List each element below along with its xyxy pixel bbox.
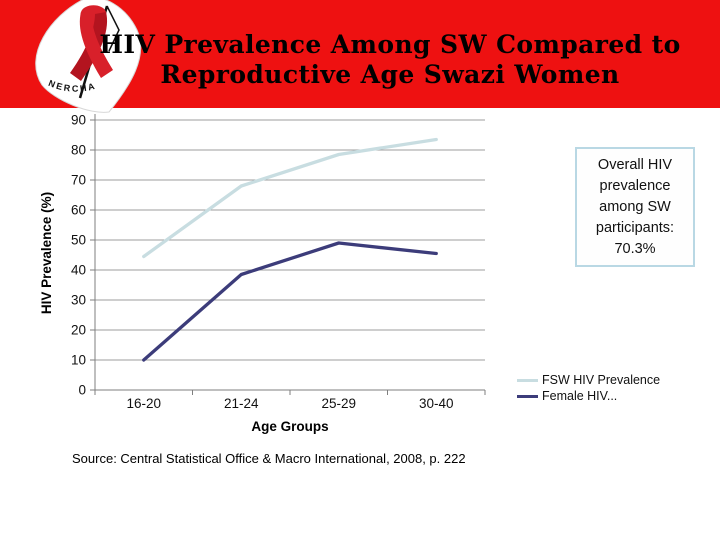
- y-tick-label: 30: [71, 293, 86, 308]
- slide-title-line2: Reproductive Age Swazi Women: [160, 60, 620, 89]
- legend-item: FSW HIV Prevalence: [517, 372, 660, 388]
- series-line-1: [142, 241, 438, 362]
- slide-title-line1: HIV Prevalence Among SW Compared to: [99, 30, 681, 59]
- y-tick-label: 50: [71, 233, 86, 248]
- y-tick-label: 70: [71, 173, 86, 188]
- x-tick-label: 25-29: [321, 396, 356, 411]
- chart-legend: FSW HIV Prevalence Female HIV...: [517, 372, 660, 404]
- x-tick-label: 16-20: [126, 396, 161, 411]
- y-tick-label: 20: [71, 323, 86, 338]
- source-citation: Source: Central Statistical Office & Mac…: [72, 451, 466, 466]
- aids-ribbon-icon: [70, 5, 113, 81]
- slide-title: HIV Prevalence Among SW Compared to Repr…: [70, 30, 710, 90]
- x-axis-title: Age Groups: [251, 419, 329, 434]
- legend-label: FSW HIV Prevalence: [542, 373, 661, 387]
- y-tick-label: 10: [71, 353, 86, 368]
- y-tick-label: 80: [71, 143, 86, 158]
- series-line-0: [142, 137, 438, 259]
- x-tick-label: 30-40: [419, 396, 454, 411]
- legend-line-swatch: [517, 378, 538, 382]
- nercha-logo: NERCHA: [35, 0, 142, 113]
- annotation-box: Overall HIV prevalence among SW particip…: [575, 147, 695, 267]
- y-tick-label: 90: [71, 113, 86, 128]
- y-axis-title: HIV Prevalence (%): [39, 191, 54, 315]
- legend-label: Female HIV...: [542, 389, 618, 403]
- legend-item: Female HIV...: [517, 388, 660, 404]
- y-tick-label: 60: [71, 203, 86, 218]
- y-tick-label: 0: [78, 383, 86, 398]
- legend-line-swatch: [517, 394, 538, 398]
- y-tick-label: 40: [71, 263, 86, 278]
- x-tick-label: 21-24: [224, 396, 259, 411]
